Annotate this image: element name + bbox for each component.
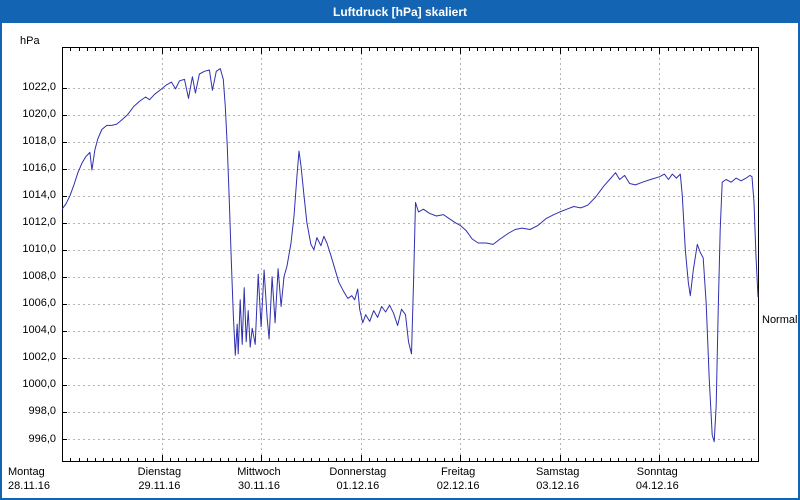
day-date: 29.11.16 [138, 480, 181, 492]
day-date: 28.11.16 [8, 480, 51, 492]
day-name: Dienstag [137, 466, 182, 478]
x-day-label: Dienstag 29.11.16 [138, 465, 181, 493]
y-tick-label: 1012,0 [22, 216, 56, 229]
window-title: Luftdruck [hPa] skaliert [2, 2, 798, 23]
y-tick-label: 1018,0 [22, 135, 56, 148]
y-tick-label: 1000,0 [22, 378, 56, 391]
x-day-label: Donnerstag 01.12.16 [329, 465, 386, 493]
pressure-line [62, 68, 759, 443]
y-tick-label: 1022,0 [22, 81, 56, 94]
day-date: 04.12.16 [635, 480, 679, 492]
y-tick-label: 1010,0 [22, 243, 56, 256]
day-date: 03.12.16 [536, 480, 580, 492]
y-tick-label: 996,0 [28, 432, 56, 445]
y-tick-label: 1006,0 [22, 297, 56, 310]
day-name: Mittwoch [237, 466, 281, 478]
day-date: 01.12.16 [336, 480, 380, 492]
x-day-label: Montag 28.11.16 [8, 465, 50, 493]
y-tick-label: 1004,0 [22, 324, 56, 337]
pressure-chart [62, 47, 759, 462]
day-name: Montag [8, 466, 45, 478]
day-name: Sonntag [636, 466, 678, 478]
day-date: 02.12.16 [436, 480, 480, 492]
day-date: 30.11.16 [237, 480, 280, 492]
y-tick-label: 1008,0 [22, 270, 56, 283]
y-tick-label: 1020,0 [22, 108, 56, 121]
y-tick-label: 1014,0 [22, 189, 56, 202]
y-axis-unit-label: hPa [20, 35, 40, 47]
plot-frame [62, 47, 759, 462]
day-name: Samstag [535, 466, 580, 478]
y-tick-label: 1016,0 [22, 162, 56, 175]
x-day-label: Mittwoch 30.11.16 [237, 465, 280, 493]
day-name: Donnerstag [329, 466, 387, 478]
x-day-label: Sonntag 04.12.16 [636, 465, 679, 493]
x-day-label: Samstag 03.12.16 [536, 465, 579, 493]
y-tick-label: 998,0 [28, 405, 56, 418]
x-day-label: Freitag 02.12.16 [437, 465, 480, 493]
normal-pressure-label: Normal [762, 314, 798, 327]
y-tick-label: 1002,0 [22, 351, 56, 364]
plot-area [62, 47, 759, 462]
day-name: Freitag [441, 466, 476, 478]
